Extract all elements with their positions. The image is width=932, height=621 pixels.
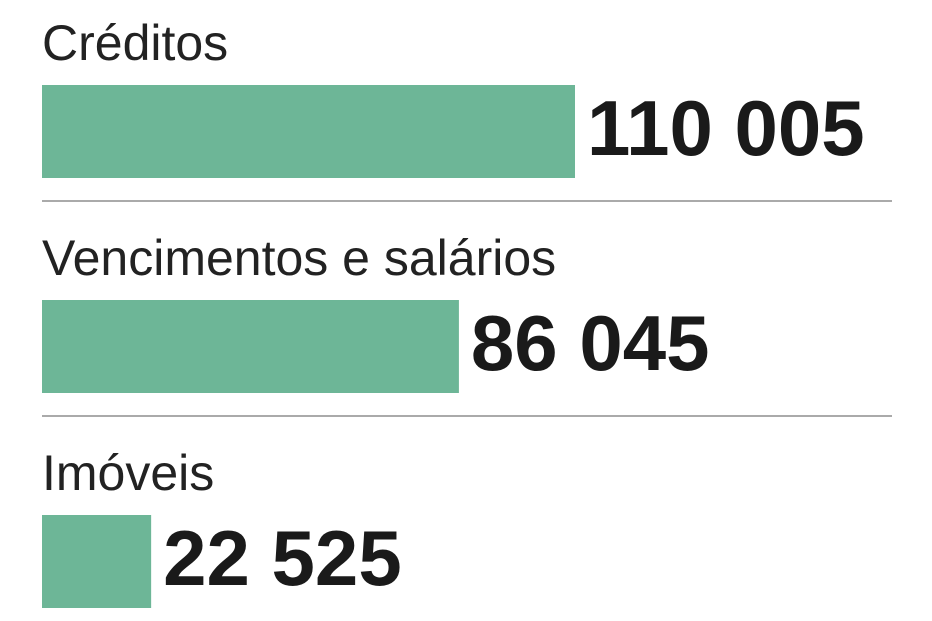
category-label: Créditos xyxy=(42,15,228,71)
category-label: Imóveis xyxy=(42,445,214,501)
bar xyxy=(42,300,459,393)
value-label: 86 045 xyxy=(471,299,710,387)
bar xyxy=(42,85,575,178)
value-label: 22 525 xyxy=(163,514,402,602)
value-label: 110 005 xyxy=(587,84,865,172)
category-label: Vencimentos e salários xyxy=(42,230,556,286)
bar xyxy=(42,515,152,608)
